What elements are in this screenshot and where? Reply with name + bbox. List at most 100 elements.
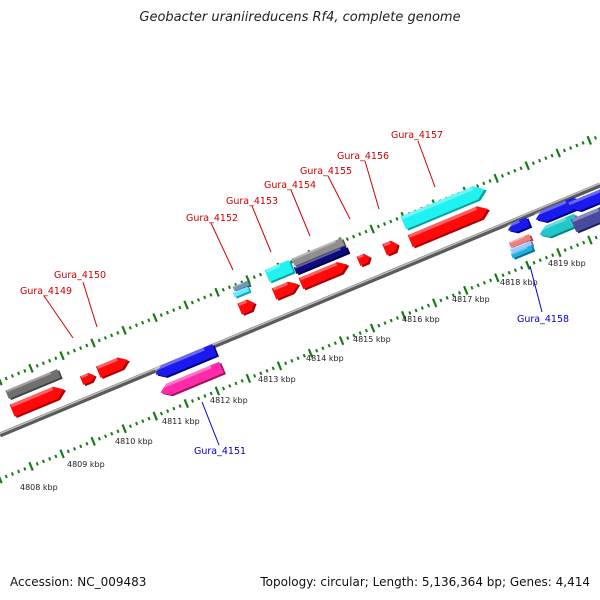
feature-red[interactable] <box>271 278 303 301</box>
major-tick <box>400 310 407 321</box>
minor-tick <box>72 446 77 451</box>
minor-tick <box>296 356 300 361</box>
minor-tick <box>116 331 120 335</box>
minor-tick <box>562 148 566 153</box>
feature-gray[interactable] <box>5 369 63 401</box>
minor-tick <box>135 421 139 426</box>
major-tick <box>90 436 96 446</box>
feature-blue[interactable] <box>153 344 220 382</box>
minor-tick <box>352 333 356 338</box>
feature-navy-body <box>293 246 349 274</box>
feature-blue-body <box>535 197 579 222</box>
feature-steel-body <box>232 280 250 292</box>
minor-tick <box>538 158 542 163</box>
feature-cyan[interactable] <box>232 286 252 299</box>
minor-tick <box>532 260 536 265</box>
minor-tick <box>48 358 52 363</box>
minor-tick <box>48 457 52 461</box>
feature-blue[interactable] <box>533 196 581 226</box>
feature-steel-highlight <box>233 282 244 288</box>
minor-tick <box>228 384 232 388</box>
feature-slate-body <box>570 203 600 233</box>
feature-teal-highlight <box>538 217 567 232</box>
feature-cyan[interactable] <box>510 245 536 260</box>
minor-tick <box>178 305 182 310</box>
feature-cyan[interactable] <box>264 259 296 284</box>
feature-salmon[interactable] <box>508 233 534 250</box>
feature-red[interactable] <box>407 202 493 249</box>
minor-tick <box>389 318 393 323</box>
feature-salmon-highlight <box>509 236 525 244</box>
feature-red[interactable] <box>298 258 352 291</box>
minor-tick <box>54 454 58 459</box>
kbp-label: 4812 kbp <box>210 396 248 405</box>
minor-tick <box>345 237 349 242</box>
major-tick <box>28 363 34 373</box>
feature-blue[interactable] <box>567 185 600 215</box>
gene-label[interactable]: Gura_4158 <box>517 314 569 325</box>
gene-labels: Gura_4149 Gura_4150 Gura_4151 Gura_4152 … <box>20 130 569 457</box>
gene-label[interactable]: Gura_4149 <box>20 286 72 297</box>
minor-tick <box>128 424 132 429</box>
minor-tick <box>116 429 120 434</box>
gene-label[interactable]: Gura_4152 <box>186 213 238 224</box>
minor-tick <box>209 293 213 297</box>
feature-teal[interactable] <box>537 213 581 242</box>
gene-label[interactable]: Gura_4157 <box>391 130 443 141</box>
feature-slate[interactable] <box>570 203 600 234</box>
minor-tick <box>519 166 523 171</box>
gene-label[interactable]: Gura_4154 <box>264 180 316 191</box>
minor-tick <box>439 298 443 303</box>
minor-tick <box>395 316 399 320</box>
gene-label[interactable]: Gura_4150 <box>54 270 106 281</box>
minor-tick <box>66 449 70 454</box>
gene-label-leaders <box>43 140 543 446</box>
minor-tick <box>569 146 573 150</box>
feature-red[interactable] <box>382 238 402 257</box>
minor-tick <box>172 308 176 312</box>
gene-label[interactable]: Gura_4156 <box>337 151 389 162</box>
feature-gray[interactable] <box>291 237 347 268</box>
leader-gura-4153 <box>251 205 272 253</box>
feature-red[interactable] <box>356 252 374 268</box>
leader-gura-4155 <box>327 175 351 220</box>
minor-tick <box>17 371 21 376</box>
minor-tick <box>66 351 70 355</box>
feature-red-highlight <box>10 387 54 408</box>
feature-steel[interactable] <box>232 280 252 293</box>
feature-red[interactable] <box>9 383 69 419</box>
feature-blue[interactable] <box>506 217 533 237</box>
minor-tick <box>482 181 486 186</box>
minor-tick <box>389 219 393 224</box>
feature-magenta[interactable] <box>158 361 226 400</box>
minor-tick <box>575 143 579 148</box>
gene-label[interactable]: Gura_4153 <box>226 196 278 207</box>
minor-tick <box>166 409 170 413</box>
major-tick <box>493 173 499 183</box>
minor-tick <box>327 343 331 348</box>
feature-navy[interactable] <box>293 245 351 276</box>
minor-tick <box>196 298 201 302</box>
minor-tick <box>141 320 145 325</box>
major-tick <box>121 424 127 434</box>
feature-red[interactable] <box>95 354 132 380</box>
feature-gray-body <box>5 369 61 399</box>
feature-cyan[interactable] <box>400 182 490 231</box>
feature-red-highlight <box>299 262 338 281</box>
feature-gray-highlight <box>292 240 337 261</box>
kbp-label: 4818 kbp <box>500 278 538 287</box>
feature-red[interactable] <box>237 297 259 317</box>
leader-gura-4156 <box>364 160 380 210</box>
minor-tick <box>178 404 182 408</box>
minor-tick <box>54 356 58 361</box>
gene-label[interactable]: Gura_4155 <box>300 166 352 177</box>
minor-tick <box>203 394 207 398</box>
feature-red[interactable] <box>79 371 99 387</box>
minor-tick <box>482 280 486 285</box>
feature-red-body <box>79 373 95 385</box>
gene-label[interactable]: Gura_4151 <box>194 446 246 457</box>
minor-tick <box>513 168 517 173</box>
kbp-label: 4813 kbp <box>258 375 296 384</box>
minor-tick <box>110 333 114 338</box>
minor-tick <box>197 396 201 401</box>
